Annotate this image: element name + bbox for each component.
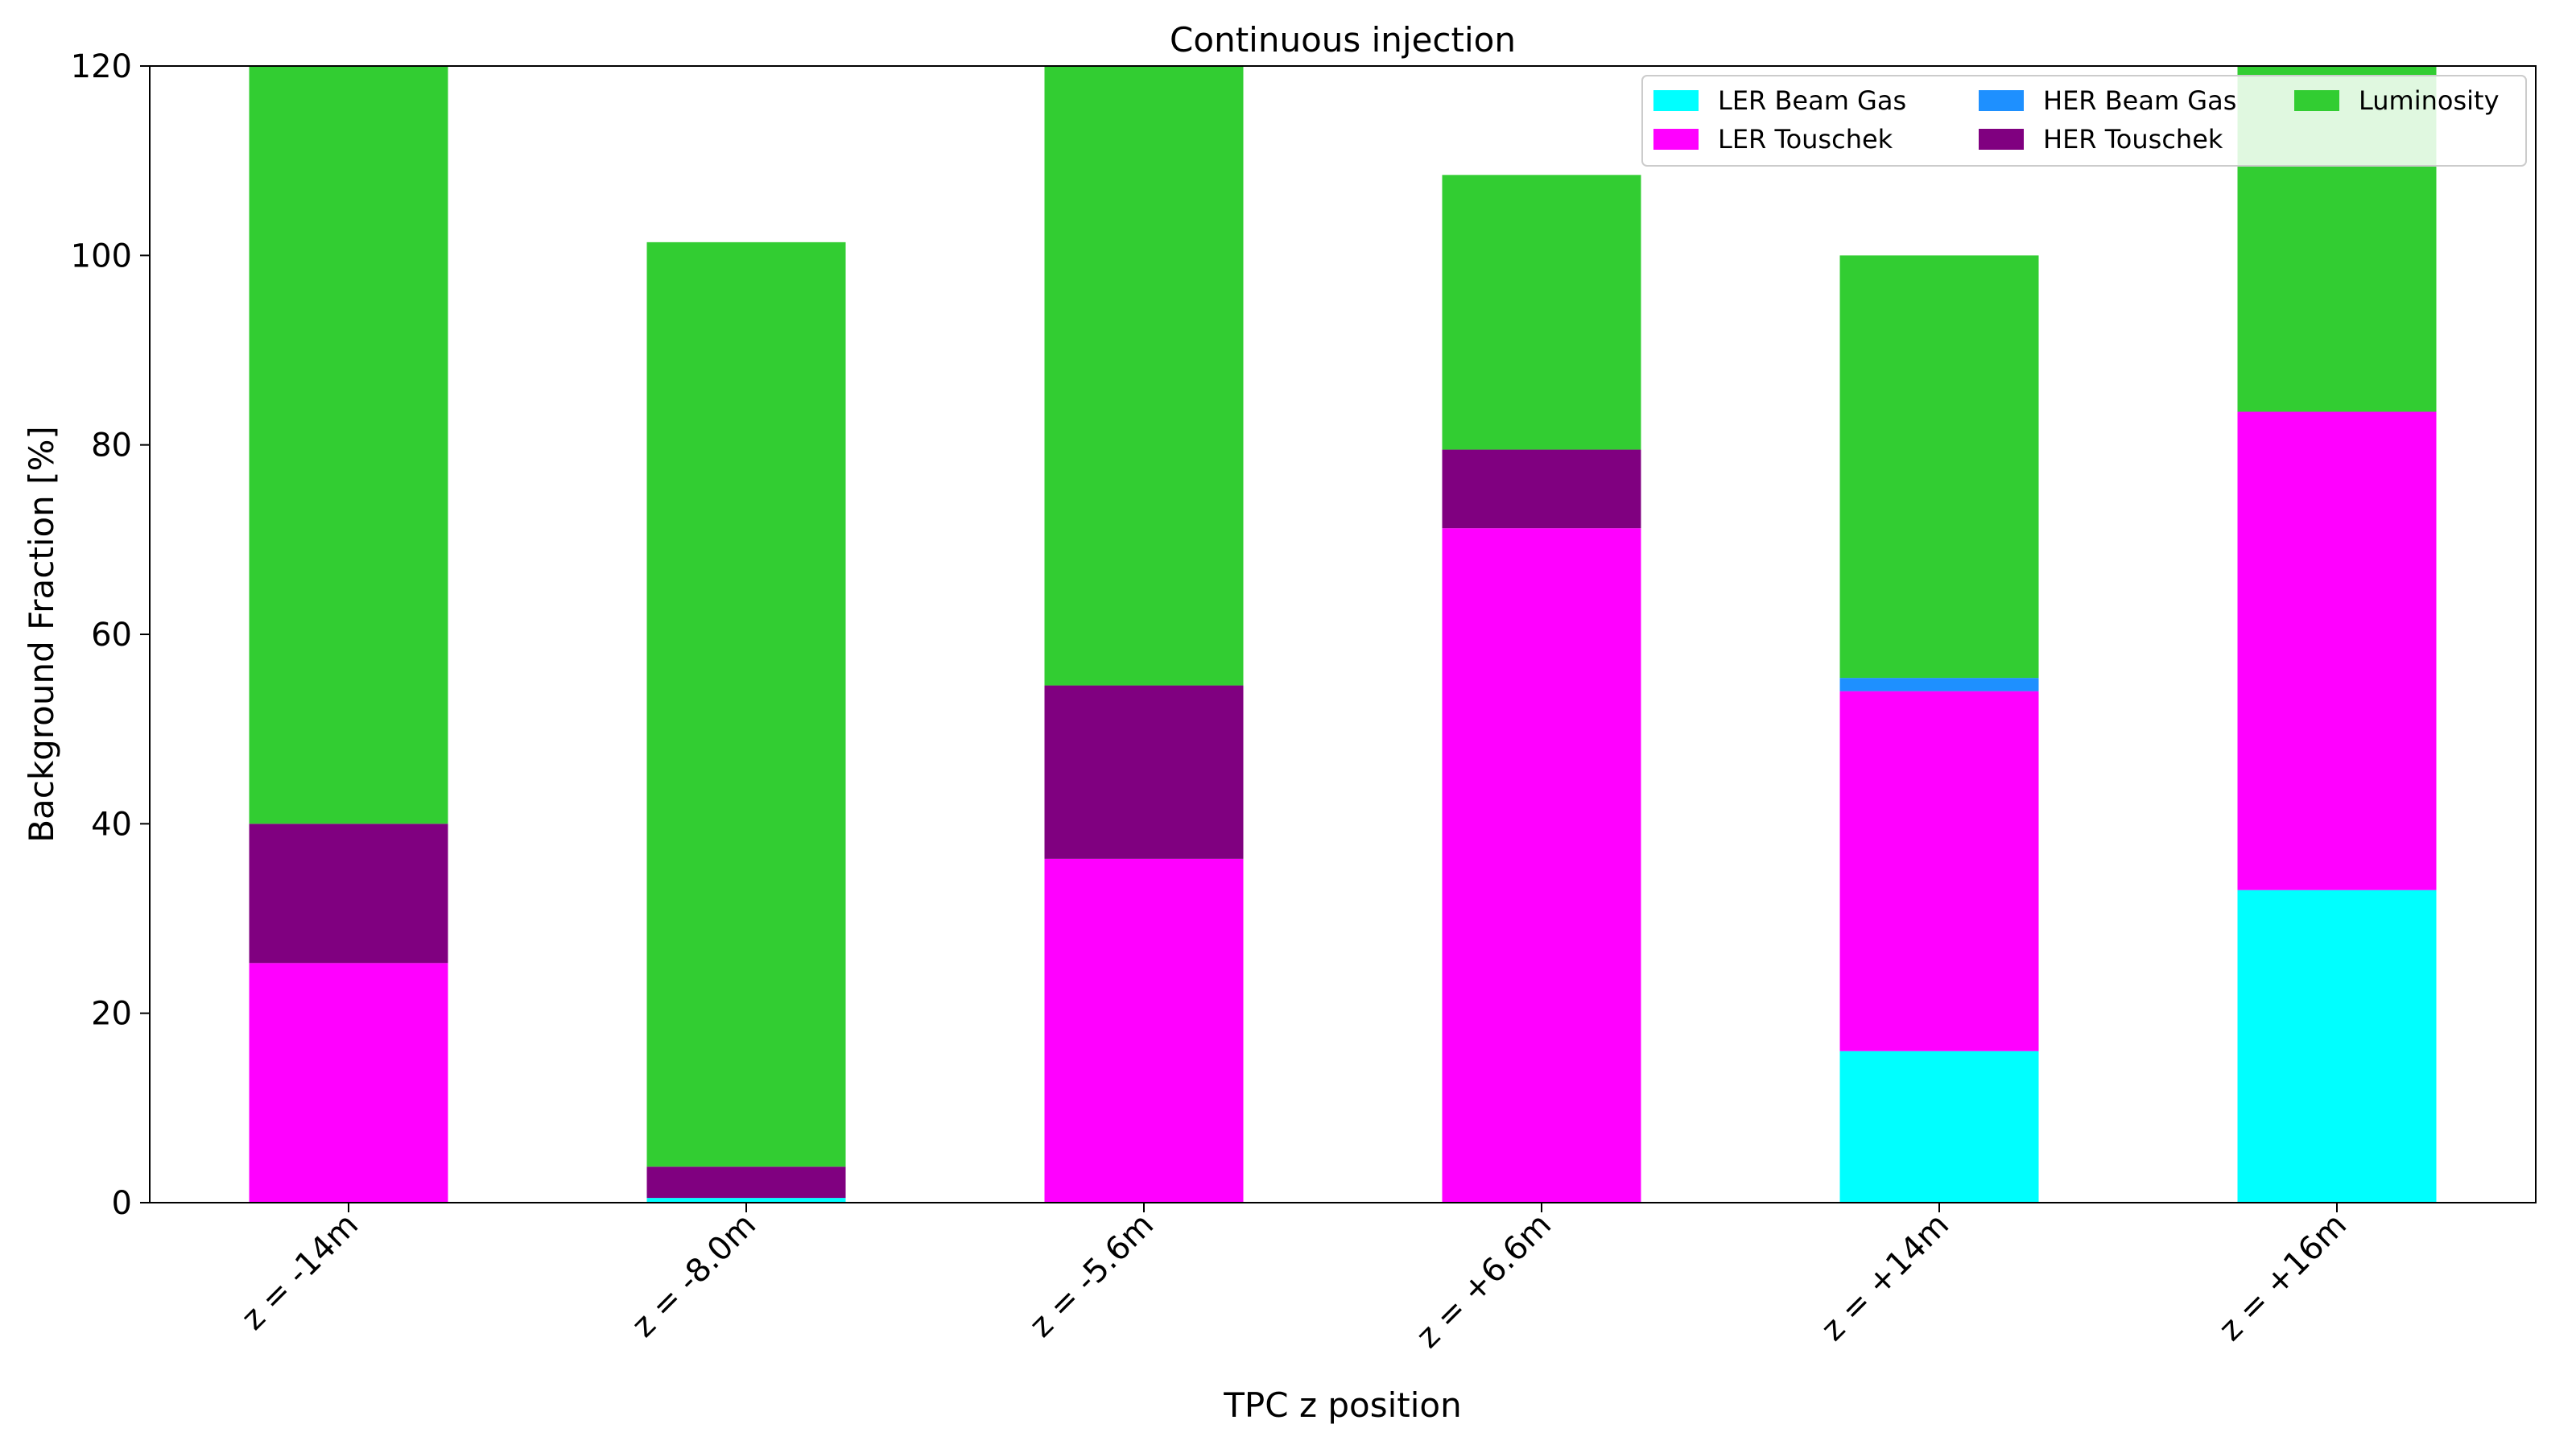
- x-tick-label: z = +14m: [1814, 1207, 1956, 1348]
- y-axis: 0 20 40 60 80 100 120: [71, 48, 150, 1222]
- y-tick-label: 0: [112, 1185, 132, 1222]
- y-tick-label: 100: [71, 237, 132, 275]
- bar-segment: [1839, 678, 2039, 691]
- legend-swatch: [1979, 90, 2024, 111]
- bar-segment: [249, 963, 448, 1203]
- y-tick-label: 20: [91, 996, 132, 1033]
- bar-segment: [1839, 255, 2039, 679]
- legend-label: HER Beam Gas: [2043, 85, 2236, 116]
- y-tick-label: 60: [91, 617, 132, 654]
- y-axis-label: Background Fraction [%]: [22, 426, 61, 843]
- legend-swatch: [2294, 90, 2339, 111]
- bar-segment: [1442, 528, 1641, 1203]
- legend-swatch: [1653, 129, 1699, 150]
- legend-label: LER Beam Gas: [1718, 85, 1906, 116]
- bar-segment: [1044, 66, 1244, 686]
- x-axis-label: TPC z position: [1223, 1385, 1461, 1425]
- x-axis: z = -14m z = -8.0m z = -5.6m z = +6.6m z = +…: [234, 1203, 2354, 1356]
- bar-segment: [1839, 1051, 2039, 1203]
- chart-title: Continuous injection: [1170, 20, 1516, 60]
- bar-segment: [1044, 858, 1244, 1203]
- x-tick-label: z = -8.0m: [625, 1207, 763, 1345]
- legend-swatch: [1979, 129, 2024, 150]
- bar-segment: [1839, 691, 2039, 1051]
- y-tick-label: 80: [91, 427, 132, 464]
- bar-segment: [1442, 175, 1641, 450]
- bar-segment: [2237, 411, 2437, 890]
- bar-segment: [249, 66, 448, 824]
- plot-frame: [149, 65, 2537, 1203]
- x-tick-label: z = -14m: [234, 1207, 365, 1338]
- bar-segment: [646, 1198, 846, 1203]
- legend-label: Luminosity: [2359, 85, 2500, 116]
- bar-segment: [1442, 449, 1641, 529]
- bars-group: [249, 66, 2437, 1203]
- x-tick-label: z = +6.6m: [1410, 1207, 1558, 1356]
- bar-segment: [646, 1166, 846, 1199]
- bar-segment: [249, 824, 448, 964]
- legend-label: LER Touschek: [1718, 124, 1893, 155]
- legend-label: HER Touschek: [2043, 124, 2223, 155]
- bar-segment: [2237, 890, 2437, 1203]
- bar-segment: [1044, 685, 1244, 859]
- legend: LER Beam Gas LER Touschek HER Beam Gas HER …: [1641, 75, 2527, 167]
- x-tick-label: z = +16m: [2212, 1207, 2354, 1348]
- legend-swatch: [1653, 90, 1699, 111]
- y-tick-label: 120: [71, 48, 132, 85]
- y-tick-label: 40: [91, 806, 132, 843]
- x-tick-label: z = -5.6m: [1022, 1207, 1161, 1345]
- bar-segment: [646, 242, 846, 1167]
